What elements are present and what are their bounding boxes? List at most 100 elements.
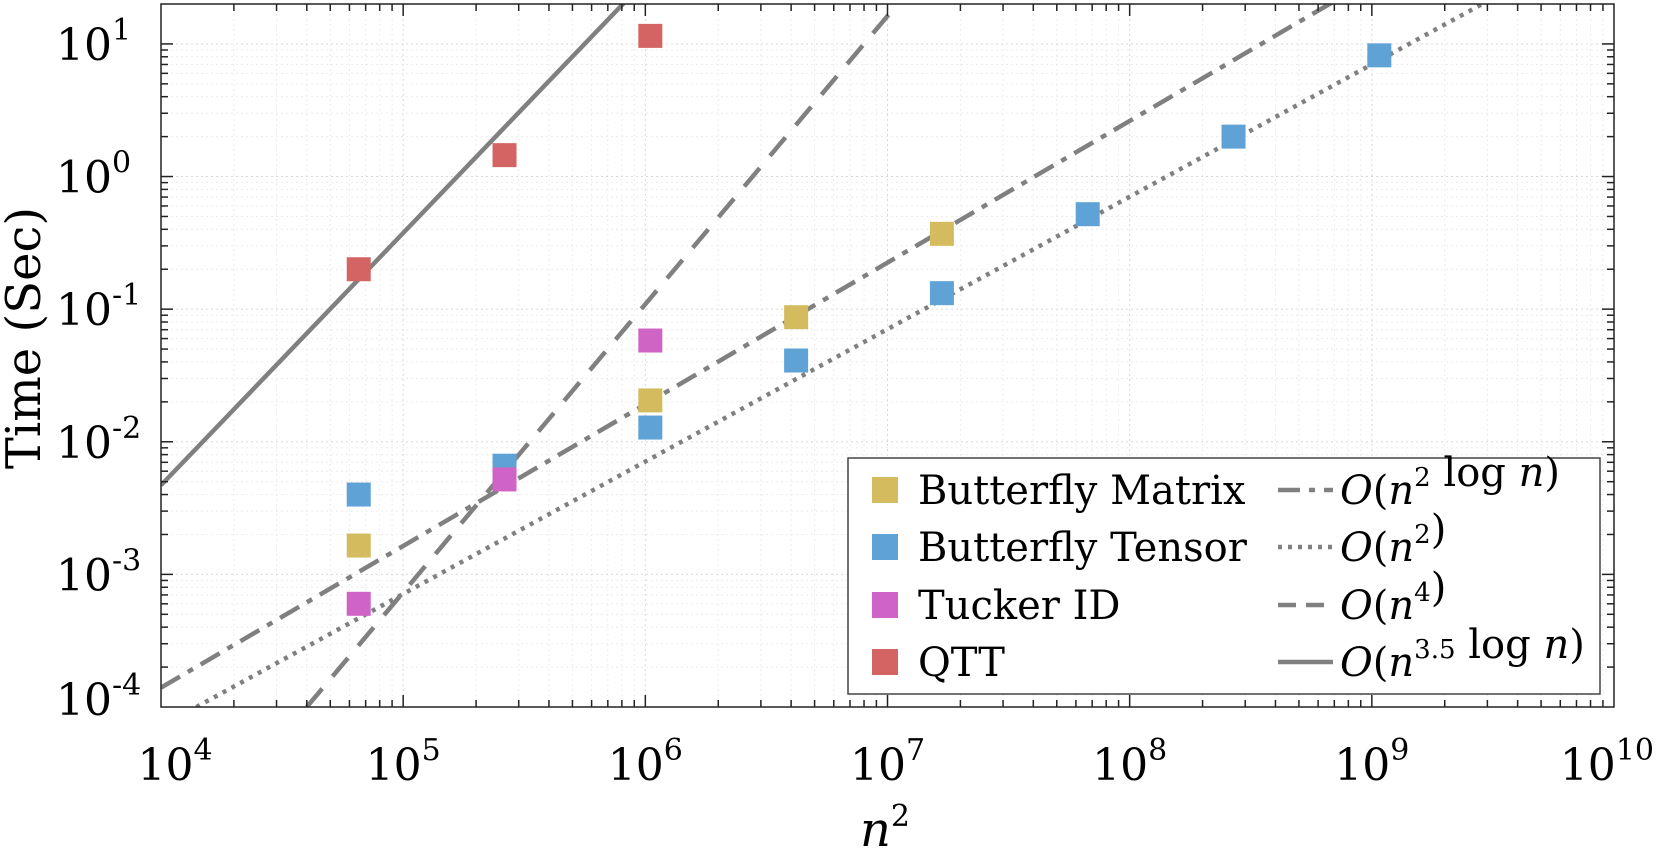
x-axis-label-base: n [860, 802, 891, 854]
y-tick-base: 10 [56, 550, 112, 601]
reference-line-dashed [305, 4, 901, 707]
x-tick-base: 10 [137, 740, 193, 791]
x-tick-exp: 9 [1390, 733, 1409, 768]
x-axis-label: n2 [860, 799, 910, 854]
data-point [929, 221, 954, 246]
legend-line-label: O(n3.5 log n) [1340, 622, 1585, 686]
legend-label: Butterfly Tensor [918, 525, 1248, 571]
y-tick-base: 10 [56, 20, 112, 71]
data-point [1075, 202, 1100, 227]
x-tick-base: 10 [1560, 740, 1616, 791]
series-butterfly-matrix [346, 221, 954, 558]
legend-part: O [1340, 468, 1373, 514]
legend-part: n [1388, 640, 1414, 686]
x-tick-base: 10 [608, 740, 664, 791]
data-point [346, 482, 371, 507]
y-tick-exp: -1 [112, 278, 141, 313]
legend-part: ) [1569, 622, 1585, 668]
legend-part: ( [1373, 583, 1389, 629]
y-tick-label: 10-2 [56, 411, 141, 469]
x-axis-label-exp: 2 [891, 799, 910, 834]
legend-part: O [1340, 583, 1373, 629]
y-tick-base: 10 [56, 153, 112, 204]
legend-label: Tucker ID [918, 583, 1120, 629]
data-point [1221, 124, 1246, 149]
data-point [784, 305, 809, 330]
legend-sup: 2 [1414, 463, 1431, 493]
x-tick-exp: 10 [1616, 733, 1654, 768]
data-point [346, 533, 371, 558]
legend-part: n [1388, 525, 1414, 571]
reference-line-dashdot [161, 4, 1334, 690]
data-point [346, 257, 371, 282]
legend-part: ) [1431, 507, 1447, 553]
y-tick-label: 10-1 [56, 278, 141, 336]
x-tick-exp: 5 [422, 733, 441, 768]
y-tick-base: 10 [56, 285, 112, 336]
legend-part: n [1543, 622, 1569, 668]
data-point [638, 415, 663, 440]
legend-part: log [1456, 622, 1544, 668]
legend-sup: 3.5 [1414, 635, 1455, 665]
reference-lines [161, 4, 1487, 707]
x-tick-label: 109 [1334, 733, 1409, 791]
x-tick-exp: 6 [664, 733, 683, 768]
x-tick-base: 10 [1334, 740, 1390, 791]
legend-marker [872, 477, 898, 503]
x-tick-exp: 8 [1148, 733, 1167, 768]
x-tick-label: 106 [608, 733, 683, 791]
y-tick-label: 101 [56, 13, 131, 71]
y-tick-exp: 0 [112, 146, 131, 181]
x-tick-exp: 4 [193, 733, 212, 768]
series-tucker-id [346, 328, 663, 616]
x-tick-label: 104 [137, 733, 212, 791]
y-tick-label: 100 [56, 146, 131, 204]
legend-part: n [1519, 450, 1545, 496]
data-point [638, 388, 663, 413]
x-tick-base: 10 [850, 740, 906, 791]
data-point [638, 23, 663, 48]
x-tick-base: 10 [1092, 740, 1148, 791]
legend-part: ( [1373, 640, 1389, 686]
tick-labels: 104 105 106 107 108 109 101010-410-310-210-110… [56, 13, 1654, 791]
y-tick-label: 10-4 [56, 668, 141, 726]
series-butterfly-tensor [346, 43, 1392, 507]
legend-part: log [1431, 450, 1519, 496]
x-tick-label: 107 [850, 733, 925, 791]
data-point [929, 281, 954, 306]
x-tick-base: 10 [366, 740, 422, 791]
y-tick-base: 10 [56, 675, 112, 726]
data-point [1367, 43, 1392, 68]
legend-line-label: O(n2 log n) [1340, 450, 1560, 514]
legend-marker [872, 534, 898, 560]
x-tick-label: 1010 [1560, 733, 1654, 791]
data-point [638, 328, 663, 353]
x-tick-exp: 7 [906, 733, 925, 768]
reference-line-solid [161, 4, 627, 487]
data-point [492, 467, 517, 492]
x-tick-label: 108 [1092, 733, 1167, 791]
y-tick-exp: 1 [112, 13, 131, 48]
legend-part: ) [1431, 565, 1447, 611]
data-point [346, 591, 371, 616]
legend-sup: 4 [1414, 578, 1431, 608]
legend-marker [872, 592, 898, 618]
plot-frame [160, 3, 1615, 708]
legend-part: O [1340, 525, 1373, 571]
legend-label: Butterfly Matrix [918, 468, 1246, 514]
y-tick-base: 10 [56, 418, 112, 469]
legend-marker [872, 649, 898, 675]
legend-part: n [1388, 583, 1414, 629]
data-points [346, 23, 1392, 616]
legend-box [847, 457, 1601, 695]
y-tick-exp: -3 [112, 543, 141, 578]
series-qtt [346, 23, 663, 282]
y-axis-label: Time (Sec) [0, 207, 52, 469]
x-tick-label: 105 [366, 733, 441, 791]
data-point [784, 348, 809, 373]
y-tick-exp: -4 [112, 668, 141, 703]
legend-part: ( [1373, 525, 1389, 571]
legend-line-label: O(n2) [1340, 507, 1446, 571]
legend-sup: 2 [1414, 520, 1431, 550]
